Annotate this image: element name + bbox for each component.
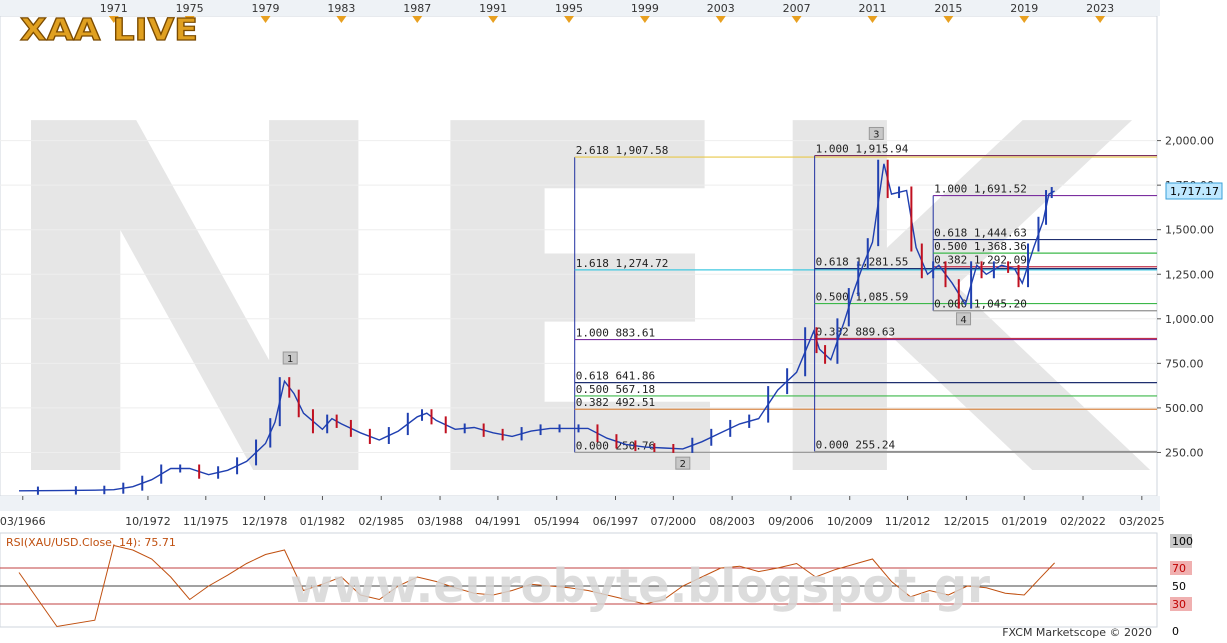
- y-tick-label: 1,250.00: [1165, 268, 1214, 281]
- last-price-label: 1,717.17: [1170, 185, 1219, 198]
- footer-copyright: FXCM Marketscope © 2020: [1002, 626, 1152, 639]
- rsi-tick-box: [1170, 561, 1192, 575]
- x-tick-label: 05/1994: [534, 515, 580, 528]
- x-tick-label: 01/2019: [1001, 515, 1047, 528]
- fib-level-label: 0.500 567.18: [576, 383, 655, 396]
- x-tick-label: 02/1985: [358, 515, 404, 528]
- year-marker: [1019, 16, 1030, 23]
- watermark-url: www.eurobyte.blogspot.gr: [290, 559, 990, 613]
- top-year-label: 1979: [252, 2, 280, 15]
- wave-label-box: [956, 312, 972, 326]
- year-marker: [260, 16, 271, 23]
- x-tick-label: 03/1966: [0, 515, 46, 528]
- x-tick-label: 08/2003: [709, 515, 755, 528]
- x-tick-label: 12/1978: [242, 515, 288, 528]
- wave-label: 2: [680, 459, 686, 470]
- year-marker: [564, 16, 575, 23]
- top-year-label: 1975: [176, 2, 204, 15]
- year-marker: [1095, 16, 1106, 23]
- y-tick-label: 1,000.00: [1165, 313, 1214, 326]
- fib-level-label: 0.382 492.51: [576, 396, 655, 409]
- top-year-label: 2023: [1086, 2, 1114, 15]
- wave-label: 3: [873, 129, 879, 140]
- rsi-title: RSI(XAU/USD.Close, 14): 75.71: [6, 536, 176, 549]
- wave-label-box: [868, 126, 884, 140]
- y-tick-label: 750.00: [1165, 357, 1204, 370]
- top-year-label: 1991: [479, 2, 507, 15]
- fib-level-label: 2.618 1,907.58: [576, 144, 669, 157]
- year-marker: [488, 16, 499, 23]
- fib-level-label: 1.000 1,915.94: [816, 143, 909, 156]
- wave-label: 1: [287, 354, 293, 365]
- top-year-label: 2019: [1010, 2, 1038, 15]
- fib-level-label: 1.000 883.61: [576, 327, 655, 340]
- top-year-label: 1983: [327, 2, 355, 15]
- rsi-tick-label: 50: [1172, 580, 1186, 593]
- rsi-tick-box: [1170, 597, 1192, 611]
- top-year-label: 1987: [403, 2, 431, 15]
- fib-level-label: 0.382 1,292.09: [934, 254, 1027, 267]
- year-marker: [715, 16, 726, 23]
- rsi-tick-label: 100: [1172, 535, 1193, 548]
- top-year-label: 2011: [858, 2, 886, 15]
- rsi-tick-label: 70: [1172, 562, 1186, 575]
- top-year-label: 2007: [783, 2, 811, 15]
- wave-label-box: [675, 456, 691, 470]
- top-year-label: 2003: [707, 2, 735, 15]
- last-price-box: [1165, 182, 1223, 200]
- top-year-label: 1995: [555, 2, 583, 15]
- fib-level-label: 0.000 1,045.20: [934, 298, 1027, 311]
- fib-level-label: 0.618 1,444.63: [934, 227, 1027, 240]
- y-tick-label: 500.00: [1165, 402, 1204, 415]
- year-marker: [108, 16, 119, 23]
- x-tick-label: 12/2015: [944, 515, 990, 528]
- top-year-label: 1999: [631, 2, 659, 15]
- fib-level-label: 0.000 255.24: [816, 439, 896, 452]
- x-tick-label: 06/1997: [593, 515, 639, 528]
- fib-level-label: 0.382 889.63: [816, 325, 895, 338]
- logo: XAA LIVE: [20, 13, 198, 48]
- x-tick-label: 10/1972: [125, 515, 171, 528]
- top-year-label: 1971: [100, 2, 128, 15]
- x-tick-label: 04/1991: [475, 515, 521, 528]
- year-marker: [943, 16, 954, 23]
- year-marker: [336, 16, 347, 23]
- x-tick-label: 09/2006: [768, 515, 814, 528]
- rsi-series-line: [18, 544, 1055, 628]
- y-tick-label: 1,500.00: [1165, 224, 1214, 237]
- x-tick-label: 10/2009: [827, 515, 873, 528]
- rsi-tick-label: 0: [1172, 625, 1179, 638]
- rsi-tick-label: 30: [1172, 598, 1186, 611]
- year-marker: [184, 16, 195, 23]
- year-marker: [791, 16, 802, 23]
- rsi-tick-box: [1170, 534, 1192, 548]
- year-marker: [412, 16, 423, 23]
- wave-label: 4: [960, 315, 966, 326]
- x-tick-label: 01/1982: [300, 515, 346, 528]
- fib-level-label: 0.618 1,281.55: [816, 256, 909, 269]
- wave-label-box: [282, 351, 298, 365]
- year-marker: [639, 16, 650, 23]
- top-year-label: 2015: [934, 2, 962, 15]
- x-tick-label: 11/2012: [885, 515, 931, 528]
- y-tick-label: 2,000.00: [1165, 135, 1214, 148]
- fib-level-label: 1.618 1,274.72: [576, 257, 669, 270]
- fib-level-label: 0.618 641.86: [576, 370, 655, 383]
- x-tick-label: 07/2000: [650, 515, 696, 528]
- fib-level-label: 1.000 1,691.52: [934, 183, 1027, 196]
- x-tick-label: 02/2022: [1060, 515, 1106, 528]
- x-tick-label: 03/1988: [417, 515, 463, 528]
- x-tick-label: 03/2025: [1119, 515, 1165, 528]
- year-marker: [867, 16, 878, 23]
- fib-level-label: 0.500 1,085.59: [816, 291, 909, 304]
- watermark-big: NEK: [0, 25, 1154, 584]
- y-tick-label: 250.00: [1165, 446, 1204, 459]
- x-tick-label: 11/1975: [183, 515, 229, 528]
- fib-level-label: 0.500 1,368.36: [934, 240, 1027, 253]
